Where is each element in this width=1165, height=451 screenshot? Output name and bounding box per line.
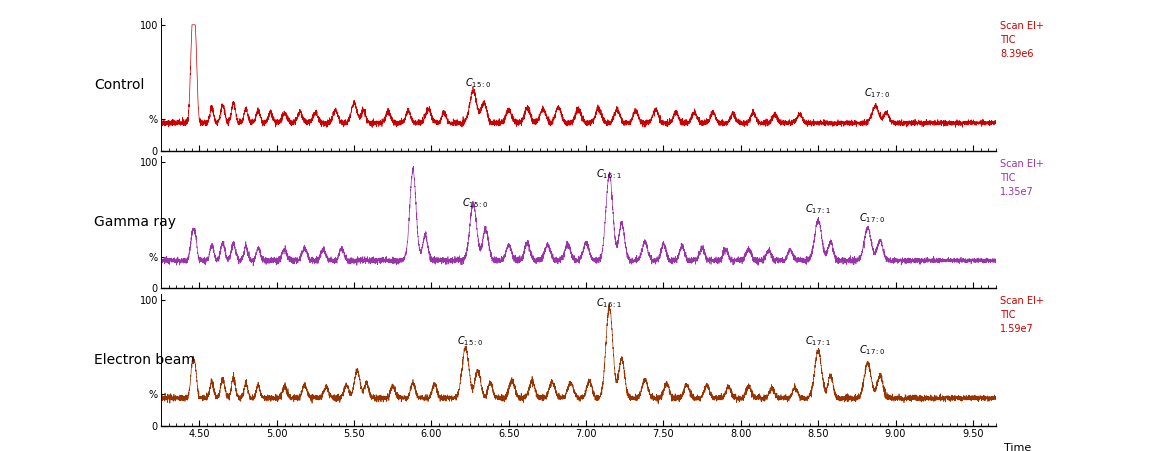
- Text: Scan EI+
TIC
1.59e7: Scan EI+ TIC 1.59e7: [1001, 296, 1044, 334]
- Text: Scan EI+
TIC
8.39e6: Scan EI+ TIC 8.39e6: [1001, 21, 1044, 59]
- Text: $C_{15:0}$: $C_{15:0}$: [457, 334, 483, 348]
- Text: $C_{17:1}$: $C_{17:1}$: [805, 334, 831, 348]
- Text: Control: Control: [94, 78, 144, 92]
- Text: $C_{15:0}$: $C_{15:0}$: [461, 196, 488, 210]
- Text: $C_{17:0}$: $C_{17:0}$: [859, 212, 885, 225]
- Text: Electron beam: Electron beam: [94, 353, 195, 367]
- Text: Scan EI+
TIC
1.35e7: Scan EI+ TIC 1.35e7: [1001, 159, 1044, 197]
- Text: $C_{16:1}$: $C_{16:1}$: [596, 296, 622, 310]
- Text: Gamma ray: Gamma ray: [94, 215, 176, 229]
- Text: $C_{17:1}$: $C_{17:1}$: [805, 202, 831, 216]
- Text: $C_{16:1}$: $C_{16:1}$: [596, 167, 622, 181]
- Text: Time: Time: [1004, 443, 1031, 451]
- Text: $C_{17:0}$: $C_{17:0}$: [859, 343, 885, 357]
- Text: $C_{17:0}$: $C_{17:0}$: [863, 87, 890, 100]
- Text: $C_{15:0}$: $C_{15:0}$: [465, 76, 490, 90]
